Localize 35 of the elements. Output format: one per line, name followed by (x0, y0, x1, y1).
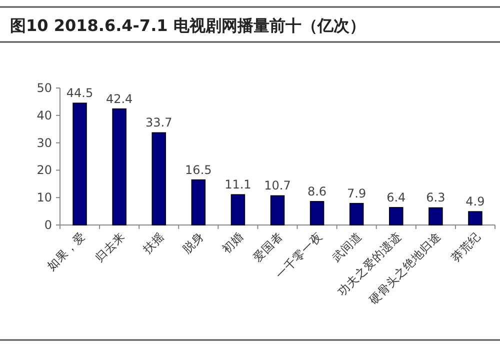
bar (72, 102, 87, 226)
data-label: 44.5 (66, 86, 94, 100)
data-label: 8.6 (308, 184, 327, 198)
y-tick-label: 30 (36, 136, 52, 150)
bar (428, 207, 443, 226)
y-tick-label: 20 (36, 163, 52, 178)
y-tick-label: 40 (36, 108, 52, 122)
y-tick-label: 10 (36, 190, 52, 205)
bar (112, 108, 126, 226)
x-tick-label: 莽荒纪 (448, 229, 484, 265)
data-label: 6.3 (426, 190, 446, 205)
x-tick-label: 归去来 (92, 229, 128, 265)
chart-title: 图10 2018.6.4-7.1 电视剧网播量前十（亿次） (10, 16, 366, 35)
data-label: 6.4 (386, 190, 406, 204)
bar (191, 179, 206, 226)
bar (270, 195, 285, 226)
data-label: 7.9 (347, 186, 366, 200)
data-label: 10.7 (264, 178, 291, 193)
data-label: 42.4 (106, 92, 133, 106)
x-tick-label: 初婚 (219, 229, 246, 256)
bar (468, 211, 482, 226)
x-tick-label: 如果，爱 (44, 229, 88, 274)
bar (389, 207, 404, 226)
data-label: 4.9 (466, 194, 485, 209)
y-tick-label: 0 (44, 218, 52, 232)
data-label: 33.7 (146, 116, 172, 130)
bar (310, 201, 324, 226)
y-tick-label: 50 (36, 81, 52, 95)
data-label: 11.1 (224, 178, 252, 192)
x-tick-label: 脱身 (180, 229, 207, 256)
x-tick-label: 扶摇 (139, 229, 167, 257)
data-label: 16.5 (185, 162, 212, 177)
bar (152, 132, 166, 226)
bar (349, 202, 364, 226)
bar (230, 194, 246, 226)
